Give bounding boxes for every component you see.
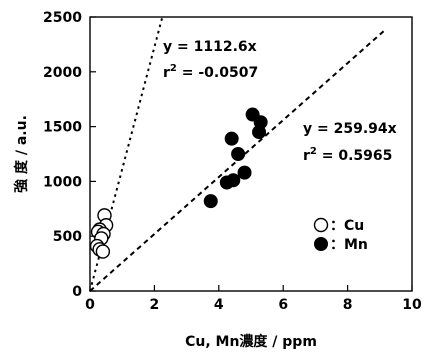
cu-fit-r2: r2 = -0.0507: [163, 63, 258, 81]
y-tick-label: 2500: [43, 10, 82, 26]
x-tick-label: 2: [150, 297, 160, 313]
mn-fit-line: [89, 28, 387, 292]
mn-data-point: [237, 165, 252, 180]
mn-r2-prefix: r: [303, 148, 310, 164]
mn-data-point: [224, 131, 239, 146]
x-tick-label: 0: [85, 297, 95, 313]
plot-marks: [89, 16, 387, 292]
mn-data-point: [252, 125, 267, 140]
y-tick-label: 0: [72, 284, 82, 300]
x-axis-title: Cu, Mn濃度 / ppm: [185, 333, 317, 350]
y-tick-label: 2000: [43, 65, 82, 81]
legend-mn-label: ：Mn: [330, 237, 368, 253]
cu-r2-prefix: r: [163, 65, 170, 81]
y-tick-label: 1500: [43, 120, 82, 136]
cu-fit-equation: y = 1112.6x: [163, 39, 257, 55]
x-tick-label: 10: [402, 297, 422, 313]
cu-data-point: [95, 244, 111, 259]
mn-r2-value: = 0.5965: [317, 148, 393, 164]
y-tick-label: 1000: [43, 174, 82, 190]
mn-fit-equation: y = 259.94x: [303, 121, 397, 137]
y-tick-label: 500: [53, 229, 82, 245]
mn-r2-exp: 2: [310, 146, 317, 157]
x-tick-label: 6: [278, 297, 288, 313]
legend-cu-label: ：Cu: [330, 218, 364, 234]
x-axis-ticks: 0 2 4 6 8 10: [85, 285, 422, 313]
x-tick-label: 8: [343, 297, 353, 313]
cu-r2-value: = -0.0507: [177, 65, 258, 81]
legend: ：Cu ：Mn: [313, 217, 368, 253]
legend-cu-marker: [313, 217, 329, 233]
cu-r2-exp: 2: [170, 63, 177, 74]
plot-frame: [89, 16, 413, 292]
y-axis-title: 強 度 / a.u.: [13, 115, 30, 193]
legend-mn-marker: [314, 237, 328, 251]
x-tick-label: 4: [214, 297, 224, 313]
mn-fit-r2: r2 = 0.5965: [303, 146, 392, 164]
mn-data-point: [231, 147, 246, 161]
y-axis-ticks: 0 500 1000 1500 2000 2500: [43, 10, 96, 300]
mn-data-point: [203, 194, 218, 209]
mn-data-point: [219, 175, 234, 190]
